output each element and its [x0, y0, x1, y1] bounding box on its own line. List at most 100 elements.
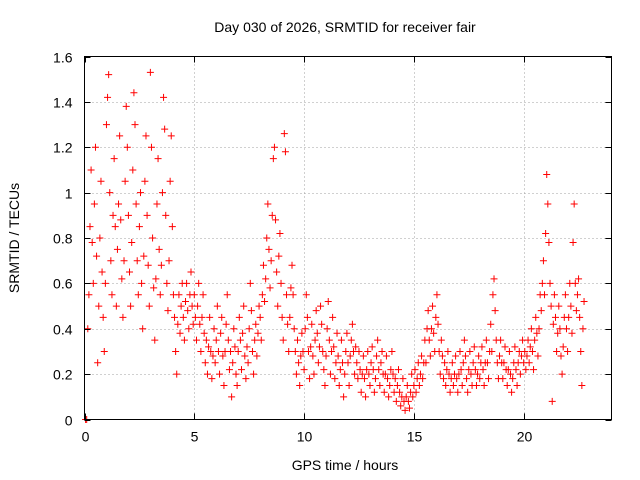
data-point: [146, 68, 154, 76]
data-point: [547, 302, 555, 310]
data-point: [203, 370, 211, 378]
data-point: [261, 298, 269, 306]
data-point: [164, 307, 172, 315]
data-point: [234, 347, 242, 355]
data-point: [429, 302, 437, 310]
data-point: [463, 375, 471, 383]
data-point: [157, 261, 165, 269]
data-point: [352, 343, 360, 351]
data-point: [380, 388, 388, 396]
data-point: [289, 291, 297, 299]
data-point: [312, 307, 320, 315]
y-tick-label: 0.8: [53, 231, 73, 247]
data-point: [256, 313, 264, 321]
data-point: [196, 320, 204, 328]
data-point: [443, 366, 451, 374]
data-point: [572, 307, 580, 315]
data-point: [452, 352, 460, 360]
data-point: [161, 125, 169, 133]
data-point: [253, 352, 261, 360]
data-point: [499, 375, 507, 383]
data-point: [302, 291, 310, 299]
data-point: [154, 155, 162, 163]
data-point: [144, 261, 152, 269]
data-point: [576, 313, 584, 321]
data-point: [442, 381, 450, 389]
data-point: [412, 388, 420, 396]
data-point: [343, 329, 351, 337]
data-point: [466, 347, 474, 355]
data-point: [444, 347, 452, 355]
data-point: [176, 329, 184, 337]
data-point: [405, 404, 413, 412]
data-point: [397, 402, 405, 410]
data-point: [182, 298, 190, 306]
data-point: [306, 375, 314, 383]
data-point: [374, 336, 382, 344]
data-point: [210, 325, 218, 333]
data-point: [436, 370, 444, 378]
data-point: [206, 313, 214, 321]
data-point: [284, 320, 292, 328]
data-point: [171, 313, 179, 321]
data-point: [422, 359, 430, 367]
data-point: [506, 370, 514, 378]
data-point: [470, 343, 478, 351]
data-point: [189, 320, 197, 328]
y-axis-label: SRMTID / TECUs: [6, 183, 22, 293]
data-point: [152, 275, 160, 283]
data-point: [440, 375, 448, 383]
data-point: [108, 291, 116, 299]
data-point: [438, 352, 446, 360]
data-point: [360, 375, 368, 383]
data-point: [134, 291, 142, 299]
data-point: [102, 121, 110, 129]
data-point: [311, 336, 319, 344]
data-point: [242, 375, 250, 383]
data-point: [308, 320, 316, 328]
data-point: [207, 347, 215, 355]
data-point: [275, 252, 283, 260]
data-point: [309, 352, 317, 360]
data-point: [180, 336, 188, 344]
y-tick-label: 0.2: [53, 367, 73, 383]
data-point: [537, 307, 545, 315]
data-point: [225, 366, 233, 374]
data-point: [415, 381, 423, 389]
data-point: [283, 291, 291, 299]
data-point: [99, 313, 107, 321]
data-point: [200, 329, 208, 337]
data-point: [296, 381, 304, 389]
data-point: [580, 298, 588, 306]
data-point: [570, 200, 578, 208]
data-point: [471, 366, 479, 374]
data-point: [386, 381, 394, 389]
data-point: [366, 381, 374, 389]
data-point: [310, 370, 318, 378]
data-point: [281, 148, 289, 156]
data-point: [555, 302, 563, 310]
x-tick-label: 5: [191, 429, 199, 445]
data-point: [503, 381, 511, 389]
data-point: [130, 89, 138, 97]
data-point: [220, 381, 228, 389]
data-point: [541, 291, 549, 299]
data-point: [393, 381, 401, 389]
data-point: [251, 336, 259, 344]
data-point: [497, 336, 505, 344]
data-point: [224, 336, 232, 344]
data-point: [153, 200, 161, 208]
data-point: [558, 370, 566, 378]
data-point: [531, 336, 539, 344]
x-axis: 0 5 10 15 20: [82, 56, 532, 445]
data-point: [236, 336, 244, 344]
data-point: [278, 313, 286, 321]
data-point: [112, 302, 120, 310]
data-point: [332, 359, 340, 367]
data-point: [571, 279, 579, 287]
data-point: [427, 325, 435, 333]
data-point: [117, 216, 125, 224]
data-point: [559, 343, 567, 351]
data-point: [530, 366, 538, 374]
data-point: [437, 336, 445, 344]
